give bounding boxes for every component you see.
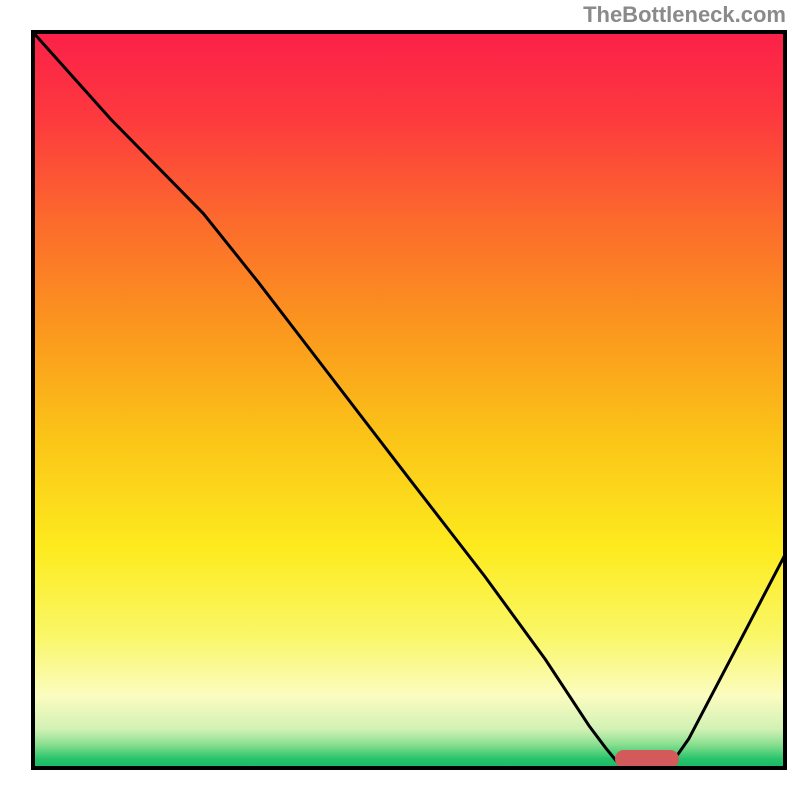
watermark-text: TheBottleneck.com [583, 2, 786, 28]
bottleneck-curve [31, 30, 787, 770]
optimum-marker [615, 750, 679, 768]
chart-frame: TheBottleneck.com [0, 0, 800, 800]
plot-area [31, 30, 787, 770]
